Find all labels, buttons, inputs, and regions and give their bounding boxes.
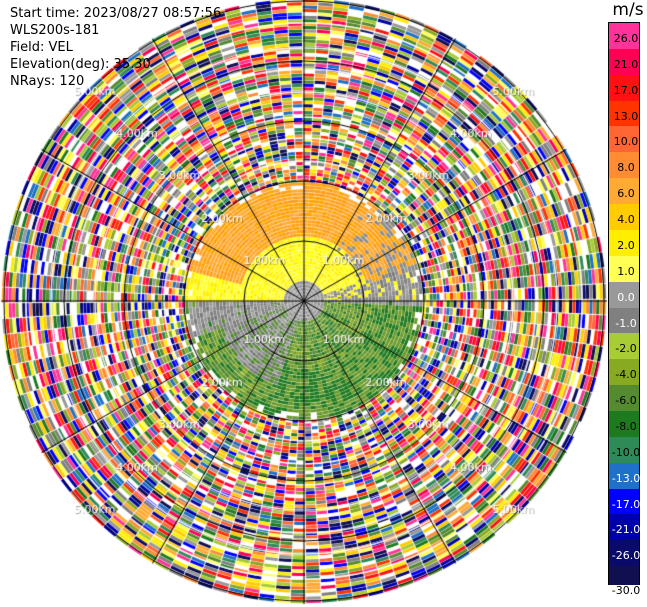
colorbar-segment xyxy=(609,385,639,412)
colorbar-segment xyxy=(609,152,639,179)
colorbar-segment xyxy=(609,100,639,127)
colorbar-segment xyxy=(609,307,639,334)
colorbar-tick-label: -6.0 xyxy=(615,394,637,408)
colorbar-segment xyxy=(609,436,639,464)
elevation-label: Elevation(deg): 35.30 xyxy=(10,57,151,72)
colorbar-tick-label: 26.0 xyxy=(613,32,639,45)
colorbar-segment xyxy=(609,540,639,567)
colorbar-tick-label: 17.0 xyxy=(613,83,639,97)
colorbar-tick-label: 4.0 xyxy=(617,213,635,227)
colorbar-segment xyxy=(609,229,639,257)
colorbar-segment xyxy=(609,359,639,386)
colorbar-tick-label: -4.0 xyxy=(615,368,637,382)
colorbar-tick-label: 13.0 xyxy=(613,109,639,123)
colorbar-tick-label: -2.0 xyxy=(615,342,637,356)
field-label: Field: VEL xyxy=(10,40,73,55)
colorbar-tick-label: -17.0 xyxy=(611,497,641,511)
colorbar-segment xyxy=(609,48,639,76)
colorbar-tick-label: 2.0 xyxy=(617,238,635,252)
colorbar-tick-label: -21.0 xyxy=(611,523,641,537)
colorbar-tick-label: -26.0 xyxy=(611,549,641,563)
colorbar-tick-label: -13.0 xyxy=(611,471,641,485)
colorbar-tick-label: 10.0 xyxy=(613,135,639,149)
colorbar-segment xyxy=(609,410,639,438)
instrument-label: WLS200s-181 xyxy=(10,23,100,38)
colorbar-segment xyxy=(609,204,639,231)
colorbar-tick-label: -30.0 xyxy=(606,585,646,597)
colorbar xyxy=(608,22,640,593)
colorbar-tick-label: -1.0 xyxy=(615,316,637,330)
colorbar-tick-label: 8.0 xyxy=(617,161,635,175)
colorbar-tick-label: 6.0 xyxy=(617,187,635,201)
colorbar-segment xyxy=(609,255,639,283)
colorbar-segment xyxy=(609,281,639,308)
colorbar-tick-label: 21.0 xyxy=(613,57,639,71)
colorbar-segment xyxy=(609,23,639,50)
colorbar-tick-label: 1.0 xyxy=(617,264,635,278)
colorbar-segment xyxy=(609,178,639,205)
colorbar-segment xyxy=(609,462,639,490)
colorbar-unit: m/s xyxy=(612,0,644,20)
colorbar-segment xyxy=(609,126,639,153)
colorbar-tick-label: -10.0 xyxy=(611,445,641,459)
colorbar-segment xyxy=(609,488,639,515)
start-time-label: Start time: 2023/08/27 08:57:56 xyxy=(10,6,222,21)
nrays-label: NRays: 120 xyxy=(10,74,85,89)
colorbar-segment xyxy=(609,333,639,360)
colorbar-tick-label: -8.0 xyxy=(615,419,637,433)
colorbar-segment xyxy=(609,514,639,541)
colorbar-segment xyxy=(609,74,639,102)
colorbar-tick-label: 0.0 xyxy=(617,290,635,304)
